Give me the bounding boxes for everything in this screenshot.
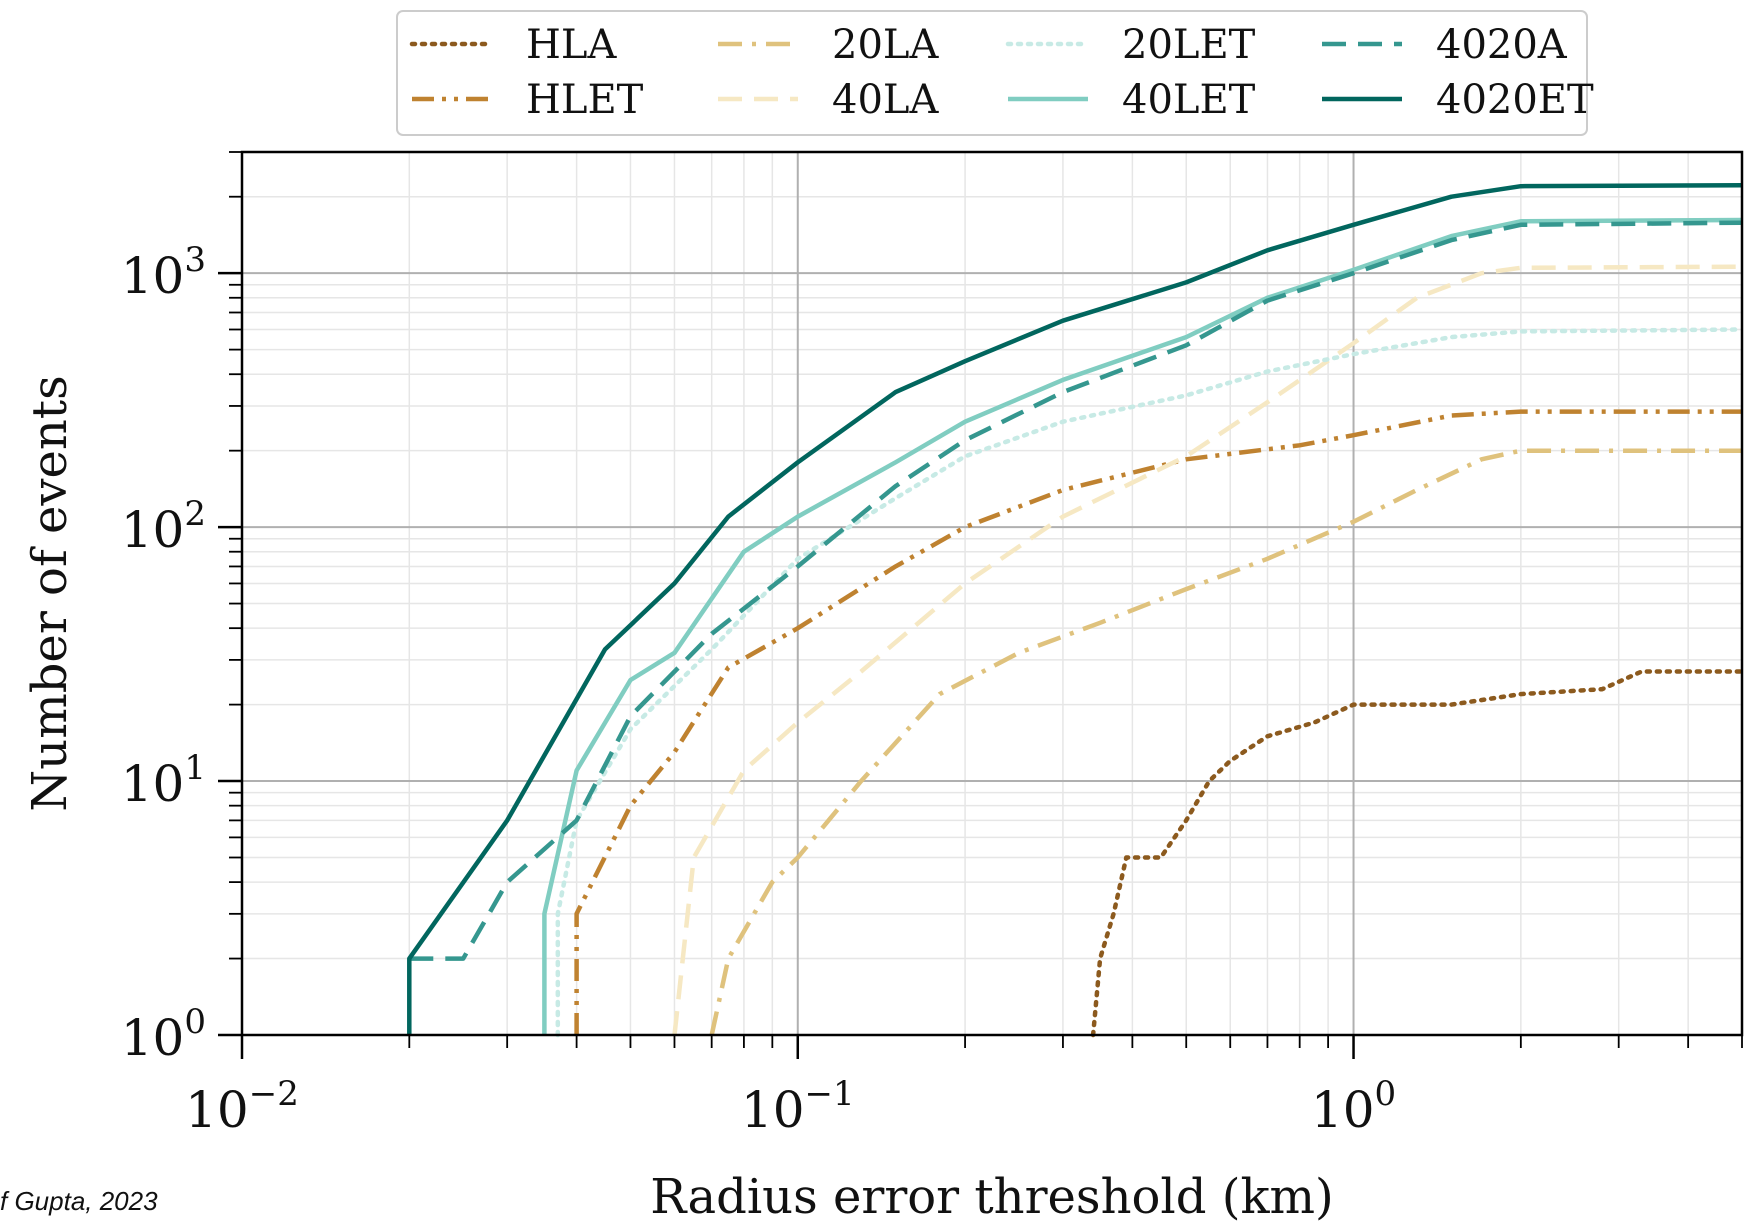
y-tick-label-exponent: 1 [184, 748, 206, 788]
legend: HLA HLET 20LA 40LA 20LET 40LET 4020A 4020ET [397, 11, 1594, 135]
y-tick-label-base: 10 [121, 1009, 185, 1067]
y-tick-label-base: 10 [121, 247, 185, 305]
legend-label-20LA: 20LA [832, 22, 939, 68]
legend-label-40LET: 40LET [1122, 77, 1256, 123]
y-tick-label: 103 [121, 240, 206, 305]
y-tick-label: 101 [121, 748, 206, 813]
y-tick-label: 100 [121, 1002, 206, 1067]
x-tick-label-exponent: 0 [1375, 1074, 1397, 1114]
legend-label-40LA: 40LA [832, 77, 939, 123]
series-line-40LA [675, 267, 1743, 1035]
series-line-HLET [577, 412, 1742, 1035]
legend-label-4020ET: 4020ET [1436, 77, 1594, 123]
x-tick-label: 10−1 [741, 1074, 855, 1139]
x-tick-label-exponent: −2 [249, 1074, 299, 1114]
y-tick-label: 102 [121, 494, 206, 559]
x-tick-label-base: 10 [741, 1081, 805, 1139]
series-line-20LET [558, 330, 1742, 1036]
x-axis-label: Radius error threshold (km) [650, 1169, 1334, 1225]
legend-label-20LET: 20LET [1122, 22, 1256, 68]
credit-text: f Gupta, 2023 [0, 1186, 158, 1217]
y-tick-label-base: 10 [121, 501, 185, 559]
x-tick-label-base: 10 [1311, 1081, 1375, 1139]
series-line-HLA [1093, 672, 1742, 1036]
legend-label-4020A: 4020A [1436, 22, 1568, 68]
y-tick-label-exponent: 2 [184, 494, 206, 534]
y-tick-label-base: 10 [121, 755, 185, 813]
y-axis-label: Number of events [22, 375, 78, 811]
axis-ticks [218, 152, 1742, 1059]
minor-grid [242, 152, 1742, 1035]
x-tick-label: 10−2 [185, 1074, 299, 1139]
legend-label-HLA: HLA [526, 22, 617, 68]
x-tick-label: 100 [1311, 1074, 1396, 1139]
y-tick-label-exponent: 3 [184, 240, 206, 280]
x-tick-label-base: 10 [185, 1081, 249, 1139]
y-tick-label-exponent: 0 [184, 1002, 206, 1042]
x-tick-label-exponent: −1 [805, 1074, 855, 1114]
legend-label-HLET: HLET [526, 77, 644, 123]
